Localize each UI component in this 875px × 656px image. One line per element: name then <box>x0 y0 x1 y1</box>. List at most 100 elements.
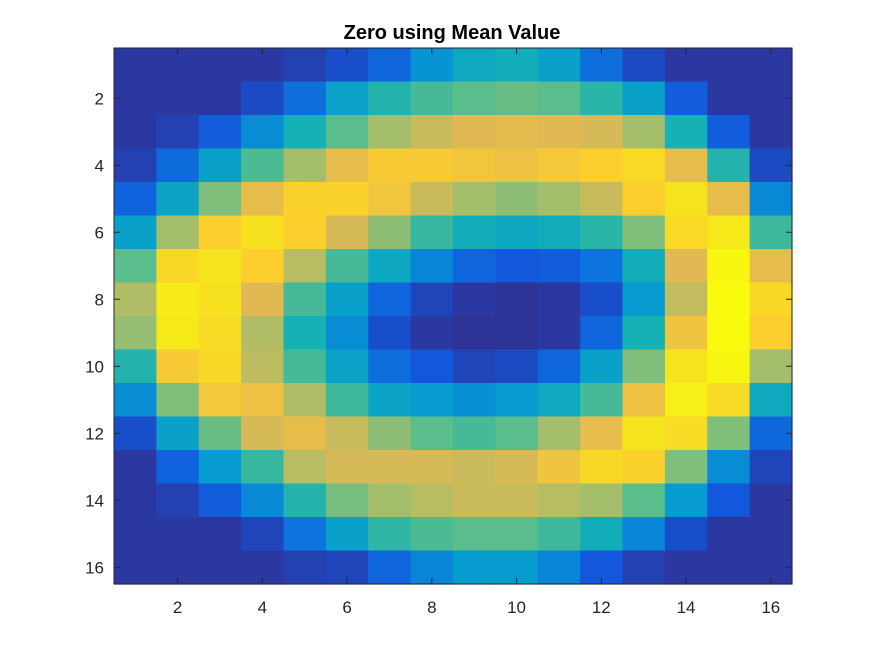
heatmap-cell <box>156 282 200 317</box>
heatmap-cell <box>622 450 666 485</box>
heatmap-cell <box>325 115 369 150</box>
heatmap-cell <box>156 215 200 250</box>
heatmap-cell <box>241 148 285 183</box>
heatmap-cell <box>664 483 708 518</box>
heatmap-cell <box>368 483 412 518</box>
heatmap-cell <box>368 416 412 451</box>
heatmap-cell <box>198 383 242 418</box>
heatmap-cell <box>664 115 708 150</box>
heatmap-cell <box>495 483 539 518</box>
heatmap-cell <box>325 349 369 384</box>
heatmap-cell <box>707 383 751 418</box>
heatmap-cell <box>368 215 412 250</box>
heatmap-cell <box>707 316 751 351</box>
heatmap-cell <box>325 182 369 217</box>
heatmap-cell <box>410 349 454 384</box>
heatmap-cell <box>156 249 200 284</box>
heatmap-cell <box>580 349 624 384</box>
x-tick-label: 2 <box>173 598 182 617</box>
heatmap-cell <box>325 316 369 351</box>
heatmap-cell <box>410 249 454 284</box>
heatmap-cell <box>664 182 708 217</box>
heatmap-cell <box>580 416 624 451</box>
heatmap-cell <box>580 81 624 116</box>
heatmap-cell <box>707 48 751 83</box>
heatmap-cell <box>198 115 242 150</box>
heatmap-cell <box>453 282 496 317</box>
heatmap-cell <box>283 416 327 451</box>
heatmap-cell <box>707 215 751 250</box>
heatmap-cell <box>580 282 624 317</box>
heatmap-cell <box>198 450 242 485</box>
heatmap-cell <box>537 383 581 418</box>
heatmap-cell <box>198 517 242 552</box>
heatmap-cell <box>495 81 539 116</box>
heatmap-cell <box>707 249 751 284</box>
heatmap-cell <box>198 416 242 451</box>
heatmap-cell <box>368 349 412 384</box>
heatmap-cell <box>580 249 624 284</box>
heatmap-cell <box>664 249 708 284</box>
heatmap-cell <box>156 483 200 518</box>
heatmap-cell <box>241 182 285 217</box>
heatmap-cell <box>707 349 751 384</box>
heatmap-cell <box>707 148 751 183</box>
heatmap-cell <box>198 182 242 217</box>
heatmap-cell <box>368 249 412 284</box>
y-tick-label: 14 <box>85 491 104 510</box>
heatmap-cell <box>114 81 157 116</box>
heatmap-cell <box>198 483 242 518</box>
heatmap-cell <box>495 450 539 485</box>
heatmap-cell <box>749 282 793 317</box>
heatmap-cell <box>325 517 369 552</box>
y-tick-label: 6 <box>95 223 104 242</box>
heatmap-cell <box>664 416 708 451</box>
heatmap-cell <box>537 316 581 351</box>
heatmap-cell <box>114 316 157 351</box>
heatmap-cell <box>368 148 412 183</box>
heatmap-cell <box>283 383 327 418</box>
x-tick-label: 6 <box>342 598 351 617</box>
heatmap-cell <box>580 383 624 418</box>
heatmap-cell <box>156 517 200 552</box>
heatmap-cell <box>241 416 285 451</box>
heatmap-cell <box>283 483 327 518</box>
heatmap-cell <box>622 282 666 317</box>
heatmap-cell <box>114 215 157 250</box>
heatmap-cell <box>325 282 369 317</box>
heatmap-cell <box>241 316 285 351</box>
axes-box <box>113 47 793 585</box>
heatmap-cell <box>368 282 412 317</box>
heatmap-cell <box>283 349 327 384</box>
x-axis-tick-labels: 2 4 6 8 10 12 14 16 <box>173 598 780 617</box>
x-tick-label: 16 <box>761 598 780 617</box>
heatmap-cell <box>495 115 539 150</box>
heatmap-cell <box>114 148 157 183</box>
heatmap-cell <box>325 416 369 451</box>
heatmap-cell <box>495 383 539 418</box>
heatmap-cell <box>749 215 793 250</box>
heatmap-cell <box>410 517 454 552</box>
heatmap-cell <box>114 550 157 585</box>
heatmap-cell <box>325 148 369 183</box>
heatmap-cell <box>749 249 793 284</box>
heatmap-cell <box>368 316 412 351</box>
heatmap-cell <box>622 550 666 585</box>
heatmap-cell <box>495 215 539 250</box>
heatmap-cell <box>241 349 285 384</box>
heatmap-cell <box>537 81 581 116</box>
heatmap-cell <box>749 115 793 150</box>
heatmap-cell <box>622 249 666 284</box>
heatmap-cell <box>664 517 708 552</box>
heatmap-cell <box>156 81 200 116</box>
heatmap-cell <box>368 81 412 116</box>
heatmap-cell <box>241 81 285 116</box>
heatmap-cell <box>453 182 496 217</box>
heatmap-cell <box>114 115 157 150</box>
heatmap-cell <box>283 450 327 485</box>
heatmap-cell <box>622 48 666 83</box>
heatmap-cell <box>198 48 242 83</box>
heatmap-cell <box>453 48 496 83</box>
heatmap-cell <box>622 316 666 351</box>
heatmap-cell <box>580 316 624 351</box>
